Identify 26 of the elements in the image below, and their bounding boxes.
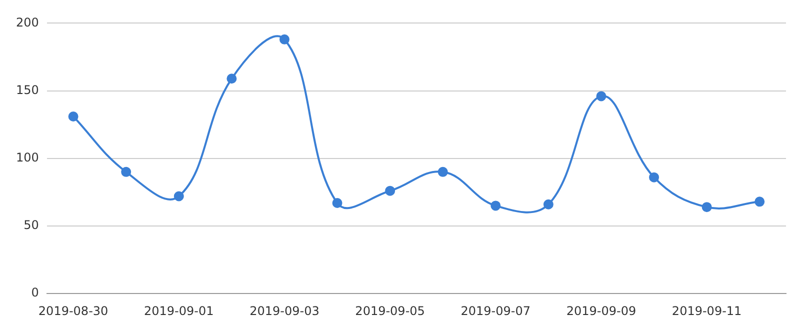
point	[754, 196, 765, 207]
y-tick-label: 50	[24, 218, 39, 232]
x-tick-label: 2019-09-01	[144, 304, 214, 318]
point	[649, 172, 660, 182]
y-tick-label: 150	[16, 82, 39, 97]
x-tick-label: 2019-09-03	[250, 304, 320, 318]
point	[596, 91, 606, 102]
y-tick-label: 100	[16, 150, 39, 165]
y-tick-label: 0	[31, 286, 39, 300]
point	[226, 74, 237, 84]
x-tick-label: 2019-09-09	[566, 304, 636, 318]
point	[438, 166, 448, 177]
x-tick-label: 2019-09-07	[460, 304, 531, 318]
point	[543, 199, 554, 210]
x-tick-label: 2019-09-11	[672, 304, 742, 318]
point	[121, 166, 132, 177]
point	[385, 186, 396, 196]
point	[174, 191, 184, 202]
point	[279, 34, 290, 44]
x-tick-label: 2019-09-05	[355, 304, 425, 318]
point	[68, 111, 78, 122]
point	[702, 202, 712, 212]
point	[332, 198, 342, 208]
x-tick-label: 2019-08-30	[38, 304, 108, 318]
point	[490, 200, 501, 211]
y-tick-label: 200	[16, 15, 39, 30]
